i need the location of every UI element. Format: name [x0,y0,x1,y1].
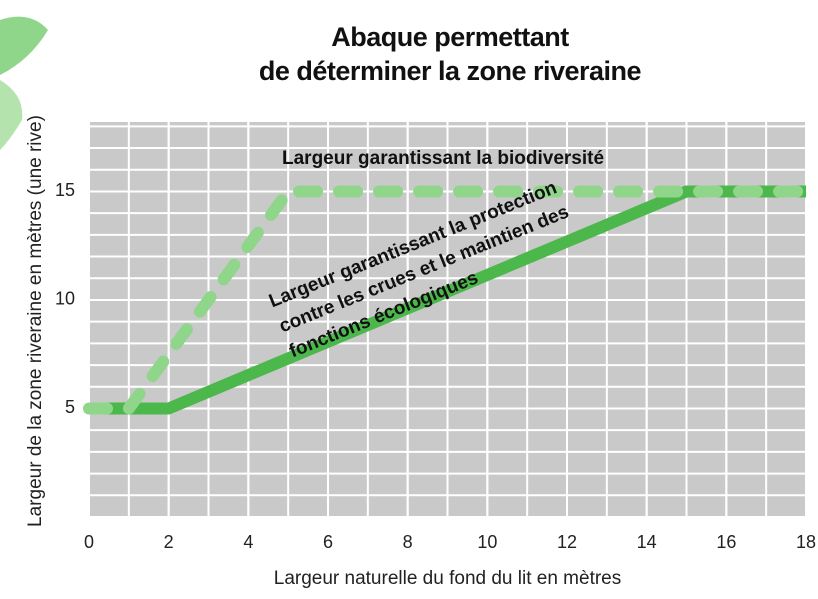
x-tick-label: 0 [84,532,94,552]
x-tick-label: 4 [243,532,253,552]
y-tick-label: 10 [55,289,75,309]
y-tick-label: 15 [55,180,75,200]
x-axis-label: Largeur naturelle du fond du lit en mètr… [89,568,806,590]
x-tick-label: 8 [403,532,413,552]
page: {"chart_data": {"type": "line", "title":… [0,0,818,599]
x-tick-label: 16 [716,532,736,552]
leaf-decoration [0,17,48,75]
y-axis-label: Largeur de la zone riveraine en mètres (… [25,91,47,551]
series-label: Largeur garantissant la biodiversité [282,145,604,172]
x-tick-label: 14 [637,532,657,552]
x-tick-label: 18 [796,532,816,552]
y-tick-label: 5 [65,397,75,417]
x-tick-label: 10 [477,532,497,552]
leaf-decoration [0,80,22,150]
x-tick-label: 6 [323,532,333,552]
x-tick-label: 2 [164,532,174,552]
chart-title: Abaque permettant de déterminer la zone … [150,20,750,88]
x-tick-label: 12 [557,532,577,552]
